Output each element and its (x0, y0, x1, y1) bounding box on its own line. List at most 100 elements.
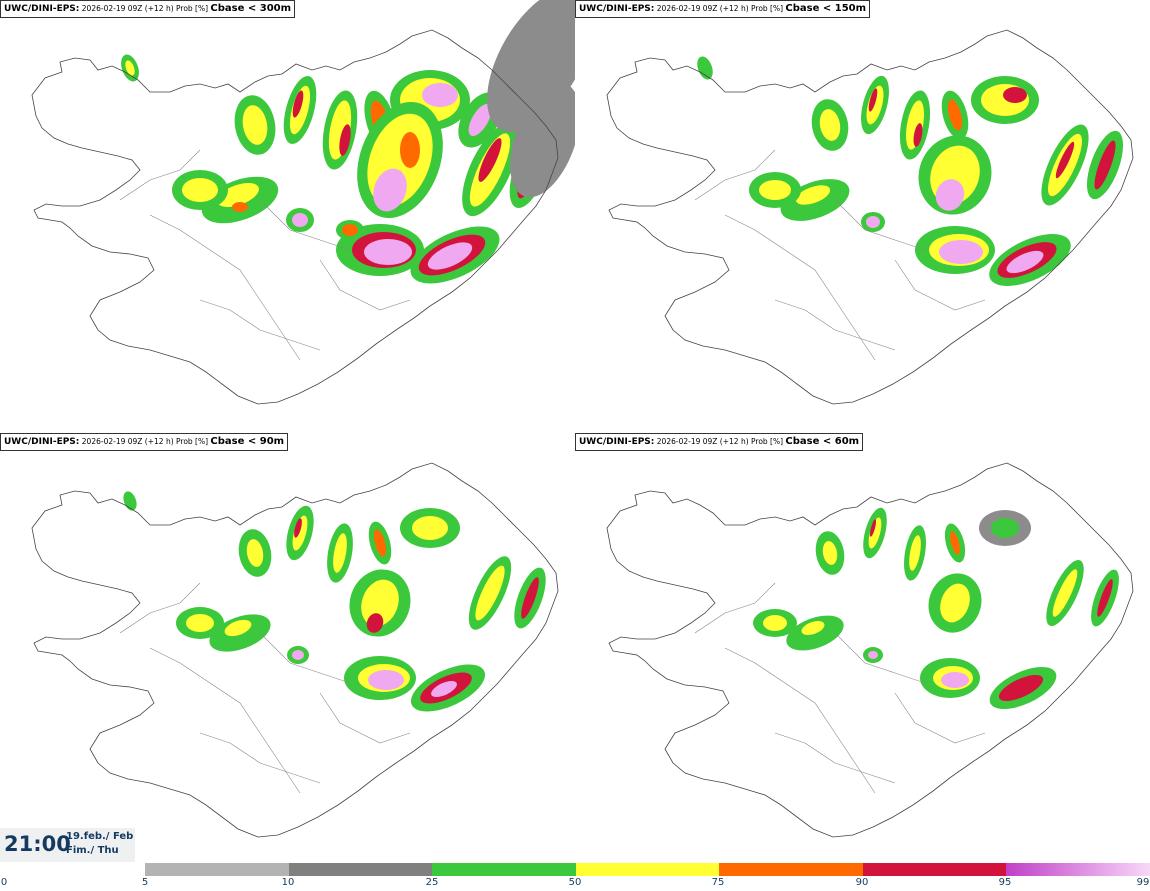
probability-area (935, 179, 965, 211)
probability-area (246, 539, 264, 567)
probability-area (909, 535, 921, 571)
probability-area (947, 99, 963, 131)
road-line (319, 692, 411, 744)
road-line (834, 632, 926, 684)
probability-area (991, 518, 1019, 538)
variable-label: Cbase < 300m (210, 3, 292, 14)
probability-area (478, 138, 502, 182)
probability-area (342, 224, 358, 236)
valid-date: 19.feb./ Feb (66, 831, 134, 842)
probability-area (998, 674, 1044, 702)
probability-area (819, 109, 841, 141)
colorbar-tick-label: 25 (425, 877, 439, 888)
colorbar-tick-label: 5 (141, 877, 149, 888)
probability-area (368, 670, 404, 690)
iceland-map (606, 462, 1134, 838)
probability-area (1006, 250, 1044, 274)
probability-area (521, 577, 539, 619)
probability-area (242, 105, 268, 145)
probability-area (366, 613, 384, 633)
valid-time-box: 21:00 19.feb./ Feb Fim./ Thu (0, 828, 135, 862)
run-info: 2026-02-19 09Z (+12 h) Prob [%] (79, 437, 211, 446)
map-panel-cbase-300: UWC/DINI-EPS: 2026-02-19 09Z (+12 h) Pro… (0, 0, 575, 428)
probability-area (869, 519, 877, 537)
variable-label: Cbase < 60m (785, 436, 860, 447)
colorbar-tick-label: 10 (281, 877, 295, 888)
probability-area (1094, 140, 1116, 190)
probability-area (125, 60, 135, 76)
probability-area (292, 650, 304, 660)
colorbar-tick-label: 50 (568, 877, 582, 888)
road-line (834, 199, 926, 251)
probability-area (182, 178, 218, 202)
colorbar-tick-label: 95 (998, 877, 1012, 888)
colorbar-tick-label: 99 (1136, 877, 1150, 888)
probability-area (292, 213, 308, 227)
probability-field (121, 0, 575, 284)
map-panel-cbase-150: UWC/DINI-EPS: 2026-02-19 09Z (+12 h) Pro… (575, 0, 1150, 428)
panel-title: UWC/DINI-EPS: 2026-02-19 09Z (+12 h) Pro… (0, 433, 289, 451)
road-line (724, 647, 876, 794)
colorbar-tick-label: 90 (855, 877, 869, 888)
probability-area (364, 239, 412, 265)
colorbar-segment (288, 863, 432, 876)
panel-title: UWC/DINI-EPS: 2026-02-19 09Z (+12 h) Pro… (575, 433, 864, 451)
map-panel-cbase-60: UWC/DINI-EPS: 2026-02-19 09Z (+12 h) Pro… (575, 433, 1150, 861)
run-info: 2026-02-19 09Z (+12 h) Prob [%] (79, 4, 211, 13)
probability-area (759, 180, 791, 200)
variable-label: Cbase < 150m (785, 3, 867, 14)
road-line (119, 582, 201, 634)
probability-area (1003, 87, 1027, 103)
colorbar (145, 863, 1150, 876)
probability-area (1097, 579, 1113, 617)
probability-area (123, 491, 137, 511)
probability-area (1052, 569, 1078, 617)
road-line (774, 299, 896, 351)
probability-area (510, 82, 575, 198)
valid-day: Fim./ Thu (66, 845, 119, 856)
probability-area (232, 202, 248, 212)
coastline (31, 462, 559, 838)
road-line (774, 732, 896, 784)
road-line (259, 632, 351, 684)
coastline (606, 462, 1134, 838)
colorbar-segment (719, 863, 863, 876)
road-line (259, 199, 351, 251)
probability-area (1055, 141, 1075, 179)
colorbar-segment (575, 863, 719, 876)
probability-area (373, 529, 387, 557)
colorbar-segment (862, 863, 1006, 876)
road-line (894, 692, 986, 744)
coastline (606, 29, 1134, 405)
probability-area (292, 90, 304, 118)
probability-area (868, 517, 882, 549)
colorbar-segment (145, 863, 289, 876)
model-name: UWC/DINI-EPS: (4, 437, 80, 447)
probability-area (294, 518, 302, 538)
variable-label: Cbase < 90m (210, 436, 285, 447)
probability-area (333, 533, 347, 573)
probability-field (753, 507, 1119, 710)
probability-area (412, 516, 448, 540)
probability-area (431, 680, 457, 698)
probability-area (373, 168, 407, 212)
probability-area (427, 242, 473, 270)
probability-area (939, 240, 983, 264)
probability-field (123, 491, 546, 712)
colorbar-tick-label: 75 (711, 877, 725, 888)
probability-area (940, 583, 970, 623)
road-line (724, 214, 876, 361)
road-line (199, 732, 321, 784)
model-name: UWC/DINI-EPS: (579, 437, 655, 447)
road-line (119, 149, 201, 201)
probability-area (400, 132, 420, 168)
map-panel-cbase-90: UWC/DINI-EPS: 2026-02-19 09Z (+12 h) Pro… (0, 433, 575, 861)
probability-area (468, 103, 492, 137)
coastline (31, 29, 559, 405)
probability-area (763, 615, 787, 631)
probability-area (913, 123, 923, 147)
iceland-map (31, 462, 559, 838)
road-line (199, 299, 321, 351)
road-line (694, 582, 776, 634)
probability-area (950, 531, 960, 555)
